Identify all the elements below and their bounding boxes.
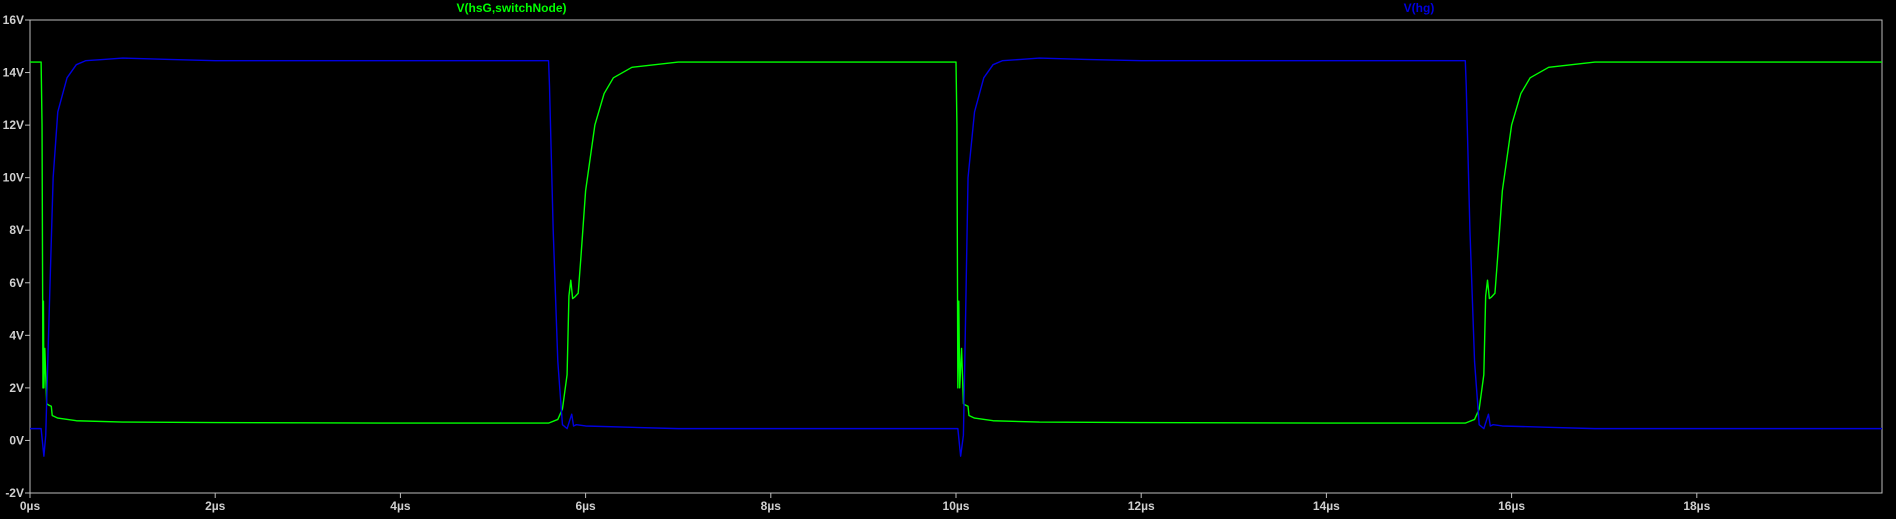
y-tick-label: 2V bbox=[9, 381, 24, 395]
trace-label-v-hg[interactable]: V(hg) bbox=[1404, 1, 1435, 15]
x-tick-label: 10µs bbox=[943, 499, 970, 513]
y-tick-label: 0V bbox=[9, 433, 24, 447]
y-tick-label: 16V bbox=[3, 13, 24, 27]
trace-v-hg[interactable] bbox=[30, 57, 1882, 457]
x-tick-label: 2µs bbox=[205, 499, 226, 513]
y-axis: -2V 0V 2V 4V 6V 8V 10V 12V 14V 16V bbox=[3, 13, 30, 500]
y-tick-label: 12V bbox=[3, 118, 24, 132]
x-tick-label: 8µs bbox=[761, 499, 782, 513]
x-tick-label: 4µs bbox=[390, 499, 411, 513]
x-axis: 0µs 2µs 4µs 6µs 8µs 10µs 12µs 14µs 16µs 18µs bbox=[20, 493, 1711, 513]
x-tick-label: 14µs bbox=[1313, 499, 1340, 513]
y-tick-label: 10V bbox=[3, 171, 24, 185]
trace-label-v-hsg-switchnode[interactable]: V(hsG,switchNode) bbox=[457, 1, 567, 15]
y-tick-label: 14V bbox=[3, 66, 24, 80]
x-tick-label: 0µs bbox=[20, 499, 41, 513]
y-tick-label: -2V bbox=[5, 486, 24, 500]
x-tick-label: 18µs bbox=[1683, 499, 1710, 513]
trace-group bbox=[30, 57, 1882, 457]
y-tick-label: 8V bbox=[9, 223, 24, 237]
x-tick-label: 6µs bbox=[575, 499, 596, 513]
y-tick-label: 4V bbox=[9, 328, 24, 342]
trace-v-hsg-switchnode[interactable] bbox=[30, 61, 1882, 424]
y-tick-label: 6V bbox=[9, 276, 24, 290]
trace-legend: V(hsG,switchNode) V(hg) bbox=[457, 1, 1435, 15]
x-tick-label: 16µs bbox=[1498, 499, 1525, 513]
x-tick-label: 12µs bbox=[1128, 499, 1155, 513]
